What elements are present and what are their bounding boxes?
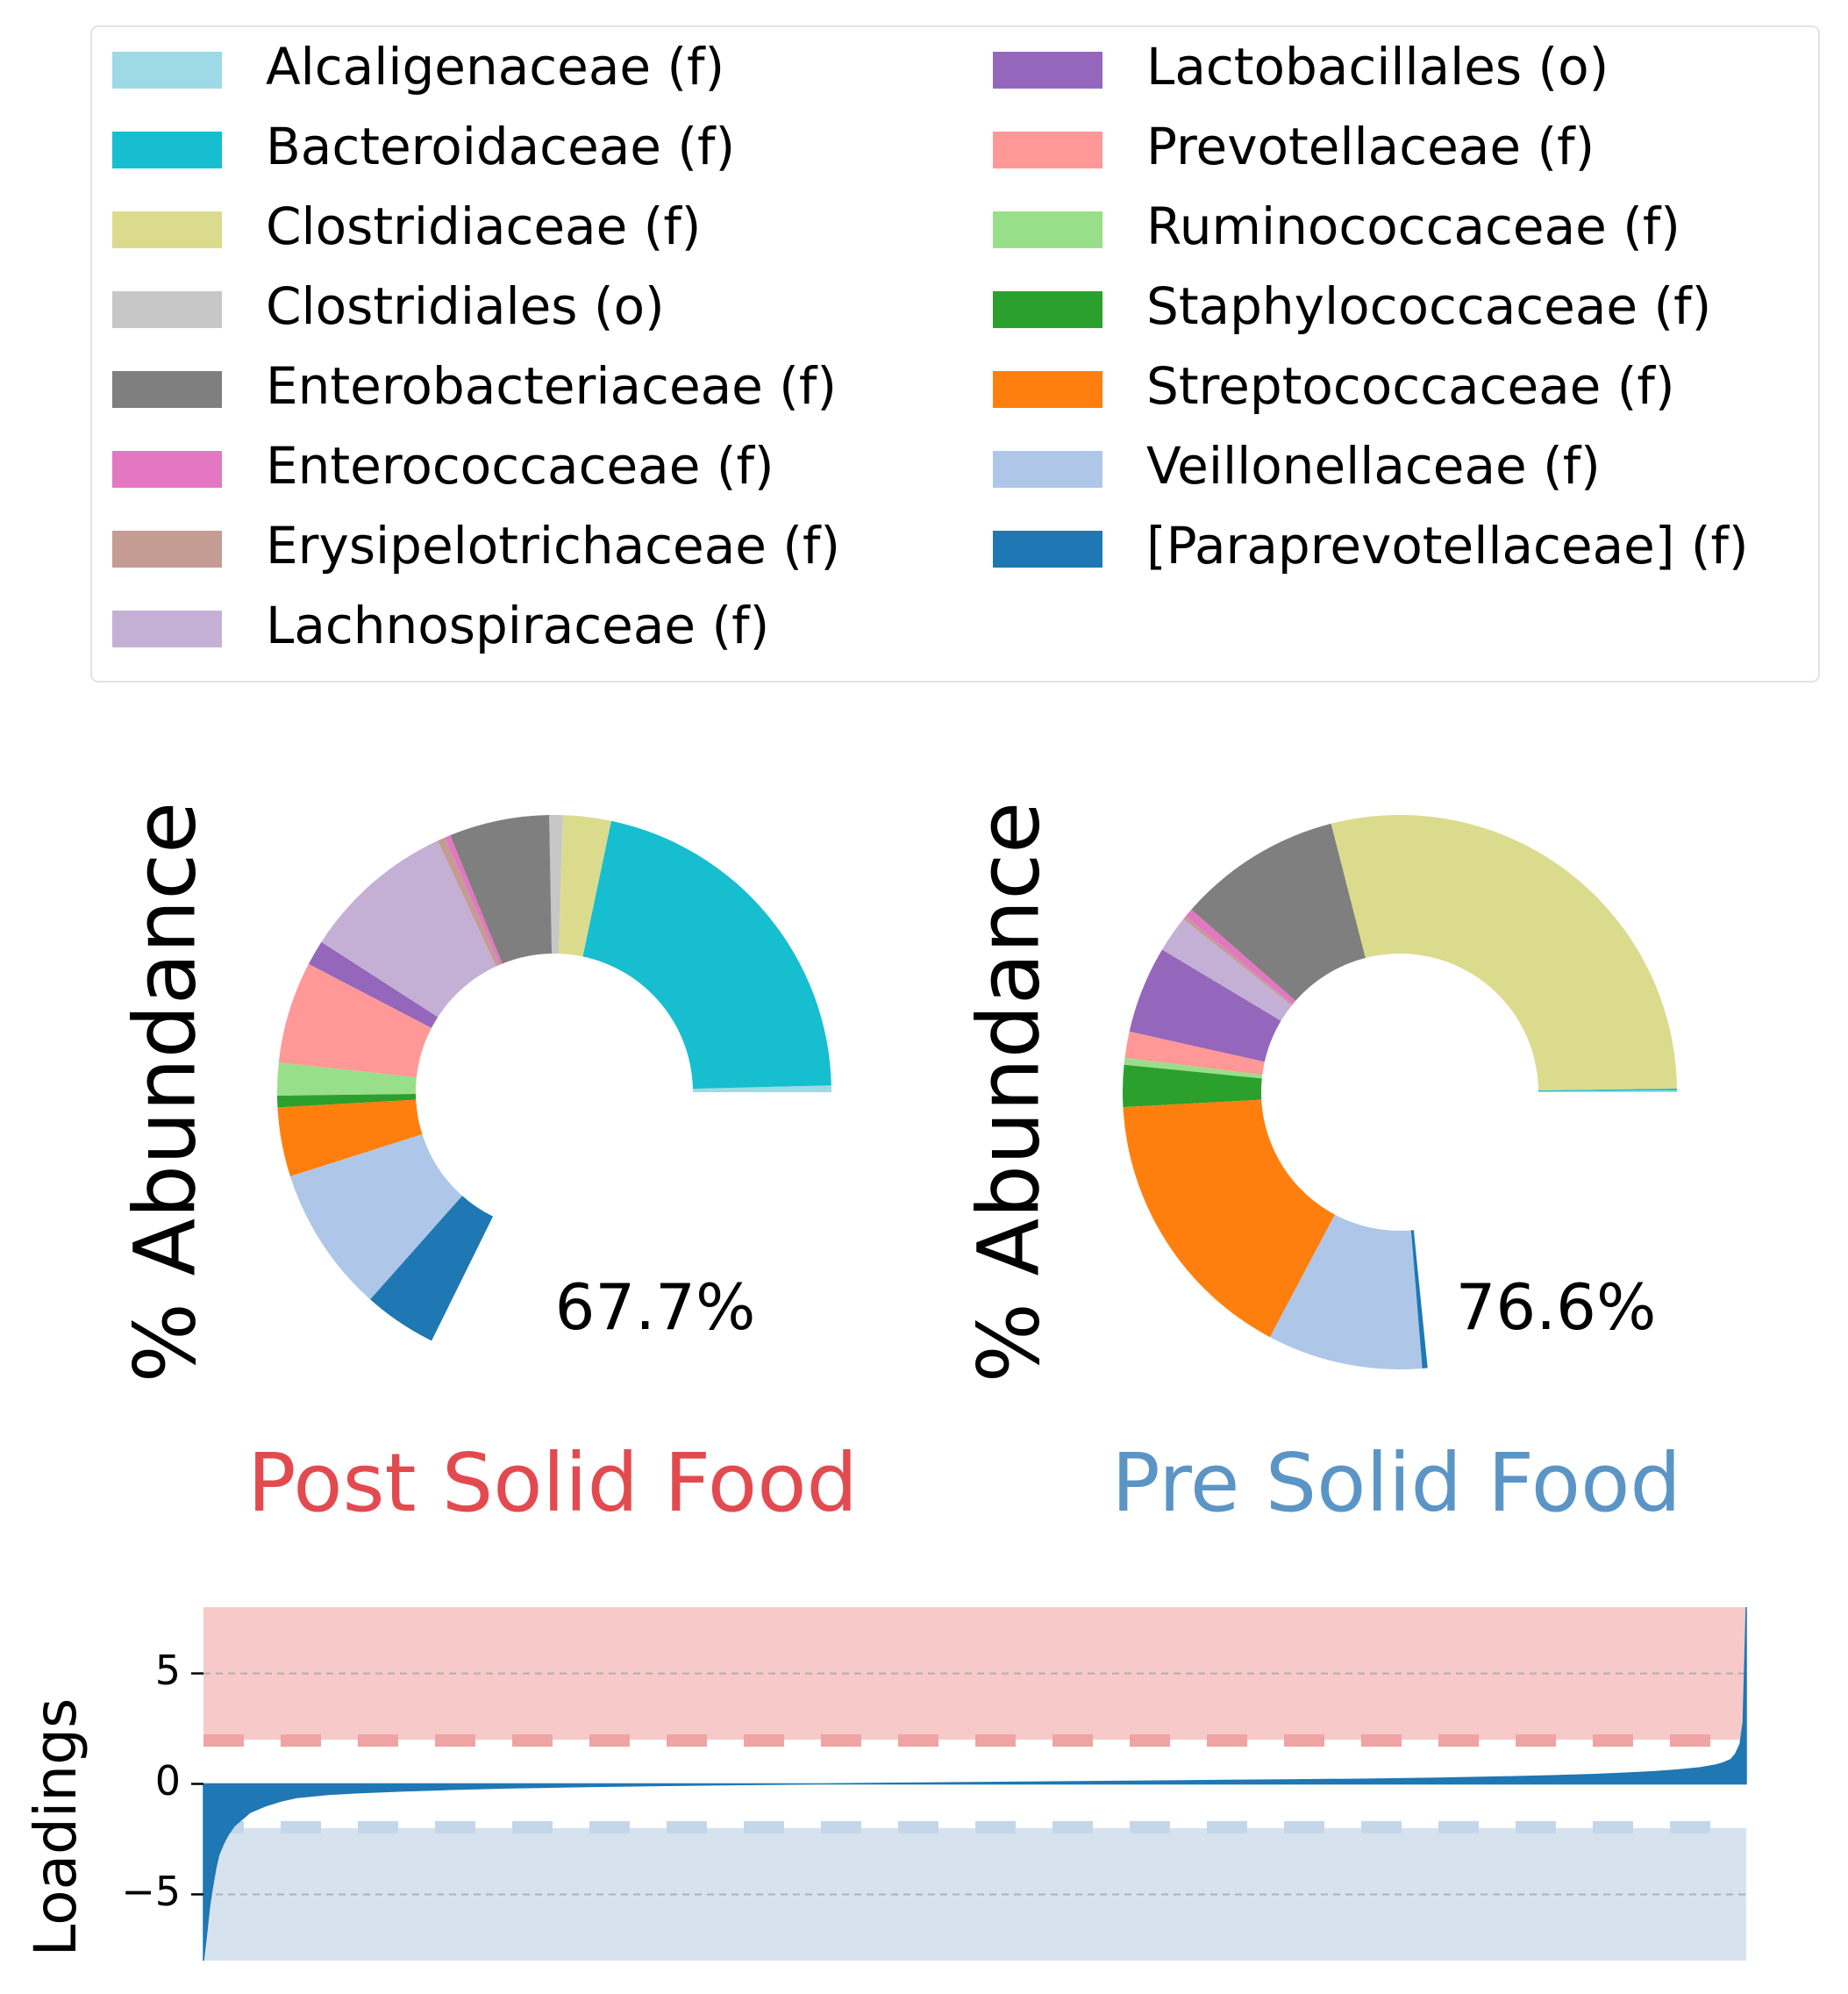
- legend-label: Lactobacillales (o): [1146, 37, 1609, 96]
- loadings-area: [203, 1606, 1747, 1962]
- legend-label: Staphylococcaceae (f): [1146, 276, 1711, 336]
- donut-slice-bacteroidaceae-f: [1538, 1088, 1677, 1091]
- legend-item-streptococcaceae-f: Streptococcaceae (f): [993, 356, 1674, 416]
- legend-item-erysipelotrichaceae-f: Erysipelotrichaceae (f): [112, 516, 840, 575]
- donut-slice-lachnospiraceae-f: [321, 840, 496, 1018]
- donut-slice-prevotellaceae-f: [1124, 1031, 1265, 1076]
- legend-item-veillonellaceae-f: Veillonellaceae (f): [993, 436, 1601, 496]
- donut-slice-veillonellaceae-f: [1269, 1214, 1423, 1369]
- donut-slice-paraprevotellaceae-f: [370, 1196, 494, 1341]
- pre-total-label: 76.6%: [1456, 1270, 1657, 1344]
- pre-band: [203, 1827, 1746, 1961]
- legend-item-staphylococcaceae-f: Staphylococcaceae (f): [993, 276, 1711, 336]
- legend-label: Clostridiales (o): [266, 276, 665, 336]
- donut-slice-erysipelotrichaceae-f: [1183, 916, 1293, 1006]
- legend-swatch: [993, 291, 1102, 328]
- pre-ylabel: % Abundance: [960, 802, 1058, 1383]
- legend-swatch: [112, 371, 222, 408]
- legend-label: Enterococcaceae (f): [266, 436, 774, 496]
- legend-item-enterococcaceae-f: Enterococcaceae (f): [112, 436, 774, 496]
- legend-swatch: [112, 451, 222, 488]
- legend-frame: [90, 25, 1820, 683]
- donut-slice-bacteroidaceae-f: [582, 820, 831, 1090]
- legend-swatch: [112, 611, 222, 647]
- legend-label: Ruminococcaceae (f): [1146, 197, 1680, 256]
- legend-item-bacteroidaceae-f: Bacteroidaceae (f): [112, 117, 735, 176]
- legend-item-ruminococcaceae-f: Ruminococcaceae (f): [993, 197, 1680, 256]
- donut-slice-enterococcaceae-f: [445, 835, 503, 965]
- legend-item-prevotellaceae-f: Prevotellaceae (f): [993, 117, 1595, 176]
- legend-swatch: [112, 291, 222, 328]
- donut-slice-lachnospiraceae-f: [1161, 918, 1292, 1021]
- legend-label: Bacteroidaceae (f): [266, 117, 735, 176]
- donut-slice-lactobacillales-o: [308, 941, 439, 1028]
- legend-label: Clostridiaceae (f): [266, 197, 701, 256]
- legend-label: Lachnospiraceae (f): [266, 596, 769, 655]
- donut-slice-clostridiales-o: [549, 815, 563, 954]
- loadings-ylabel: Loadings: [22, 1698, 89, 1957]
- legend: Alcaligenaceae (f) Bacteroidaceae (f) Clos…: [90, 25, 1820, 683]
- ytick-label: −5: [121, 1868, 181, 1915]
- legend-item-lactobacillales-o: Lactobacillales (o): [993, 37, 1609, 96]
- legend-item-clostridiales-o: Clostridiales (o): [112, 276, 665, 336]
- ytick-label: 0: [155, 1757, 181, 1805]
- post-ylabel: % Abundance: [116, 802, 214, 1383]
- legend-label: Erysipelotrichaceae (f): [266, 516, 840, 575]
- donut-slice-erysipelotrichaceae-f: [437, 837, 500, 967]
- donut-slice-clostridiaceae-f: [1331, 815, 1677, 1090]
- donut-slice-enterococcaceae-f: [1185, 909, 1296, 1004]
- legend-swatch: [112, 531, 222, 568]
- loadings-chart: 5 0 −5: [121, 1606, 1747, 1962]
- post-solid-food-title: Post Solid Food: [247, 1436, 858, 1530]
- legend-label: Streptococcaceae (f): [1146, 356, 1674, 416]
- legend-item-enterobacteriaceae-f: Enterobacteriaceae (f): [112, 356, 837, 416]
- donut-slice-enterobacteriaceae-f: [1191, 823, 1366, 1001]
- donut-slice-paraprevotellaceae-f: [1410, 1230, 1428, 1369]
- legend-swatch: [112, 211, 222, 248]
- donut-slice-lactobacillales-o: [1129, 949, 1281, 1062]
- donut-slice-ruminococcaceae-f: [277, 1062, 417, 1096]
- legend-swatch: [993, 52, 1102, 89]
- donut-slice-enterobacteriaceae-f: [450, 815, 553, 964]
- post-total-label: 67.7%: [555, 1270, 756, 1344]
- legend-item-paraprevotellaceae-f: [Paraprevotellaceae] (f): [993, 516, 1749, 575]
- legend-swatch: [993, 451, 1102, 488]
- legend-label: Alcaligenaceae (f): [266, 37, 724, 96]
- donut-slice-prevotellaceae-f: [278, 963, 432, 1078]
- donut-slice-streptococcaceae-f: [1123, 1099, 1335, 1338]
- legend-label: [Paraprevotellaceae] (f): [1146, 516, 1749, 575]
- legend-swatch: [993, 132, 1102, 168]
- donut-slice-clostridiaceae-f: [558, 815, 611, 957]
- donut-slice-alcaligenaceae-f: [1538, 1090, 1677, 1092]
- donut-slice-ruminococcaceae-f: [1124, 1057, 1263, 1079]
- donut-slice-staphylococcaceae-f: [277, 1093, 417, 1108]
- post-solid-food-chart: [277, 815, 831, 1341]
- legend-label: Veillonellaceae (f): [1146, 436, 1601, 496]
- legend-label: Prevotellaceae (f): [1146, 117, 1595, 176]
- legend-swatch: [112, 132, 222, 168]
- donut-slice-alcaligenaceae-f: [692, 1085, 831, 1092]
- legend-item-lachnospiraceae-f: Lachnospiraceae (f): [112, 596, 769, 655]
- pre-solid-food-chart: [1123, 815, 1677, 1369]
- legend-swatch: [112, 52, 222, 89]
- ytick-label: 5: [155, 1647, 181, 1694]
- post-band: [203, 1607, 1746, 1740]
- donut-slice-streptococcaceae-f: [277, 1099, 423, 1176]
- legend-label: Enterobacteriaceae (f): [266, 356, 837, 416]
- legend-swatch: [993, 531, 1102, 568]
- donut-slice-staphylococcaceae-f: [1123, 1064, 1262, 1108]
- legend-swatch: [993, 371, 1102, 408]
- legend-swatch: [993, 211, 1102, 248]
- donut-slice-veillonellaceae-f: [289, 1133, 463, 1300]
- legend-item-clostridiaceae-f: Clostridiaceae (f): [112, 197, 701, 256]
- pre-solid-food-title: Pre Solid Food: [1111, 1436, 1681, 1530]
- legend-item-alcaligenaceae-f: Alcaligenaceae (f): [112, 37, 724, 96]
